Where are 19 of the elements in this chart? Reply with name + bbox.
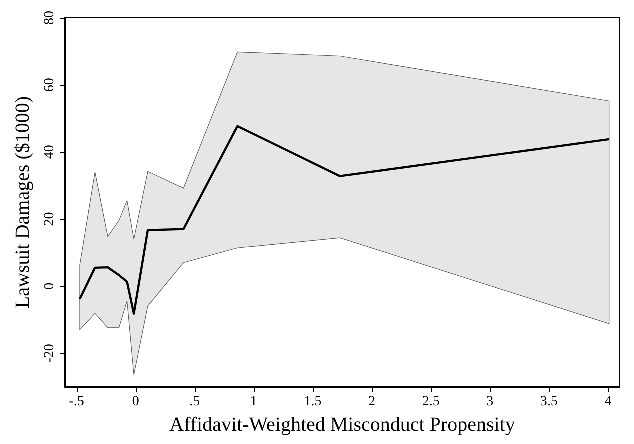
x-tick-label: 2 bbox=[368, 394, 376, 410]
x-tick-label: 3 bbox=[486, 394, 494, 410]
x-tick-label: 4 bbox=[604, 394, 612, 410]
line-series bbox=[78, 125, 610, 315]
x-tick-label: 3.5 bbox=[540, 394, 558, 410]
x-tick-label: 2.5 bbox=[422, 394, 440, 410]
y-tick-label: 40 bbox=[42, 145, 58, 160]
y-tick-label: 0 bbox=[42, 282, 58, 290]
y-tick-label: -20 bbox=[42, 344, 58, 363]
x-tick-label: 1 bbox=[250, 394, 258, 410]
x-tick-label: 1.5 bbox=[304, 394, 322, 410]
x-tick-label: 0 bbox=[132, 394, 140, 410]
y-tick-label: 80 bbox=[42, 11, 58, 25]
x-axis-title: Affidavit-Weighted Misconduct Propensity bbox=[170, 414, 516, 436]
x-tick-label: .5 bbox=[190, 394, 200, 410]
x-tick-label: -.5 bbox=[69, 394, 84, 410]
y-axis-title: Lawsuit Damages ($1000) bbox=[12, 96, 34, 309]
y-tick-label: 20 bbox=[42, 212, 58, 226]
y-tick-label: 60 bbox=[42, 78, 58, 92]
